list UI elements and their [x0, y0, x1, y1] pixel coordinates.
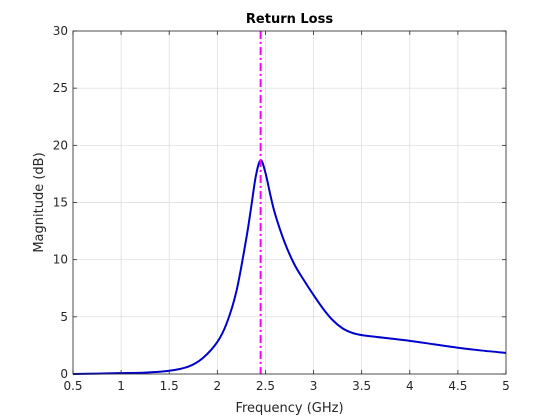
x-axis-ticks: 0.5 1 1.5 2 2.5 3 3.5 4 4.5 5: [63, 31, 510, 393]
return-loss-series-line: [72, 159, 507, 375]
x-tick-label: 3.5: [352, 379, 371, 393]
y-tick-label: 15: [53, 196, 68, 210]
y-axis-ticks: 0 5 10 15 20 25 30: [53, 24, 506, 381]
y-axis-label: Magnitude (dB): [32, 152, 47, 252]
y-tick-label: 5: [60, 310, 68, 324]
x-tick-label: 3: [310, 379, 318, 393]
x-tick-label: 2.5: [256, 379, 275, 393]
y-tick-label: 10: [53, 253, 68, 267]
x-tick-label: 0.5: [63, 379, 82, 393]
series-layer: [72, 159, 507, 375]
x-tick-label: 4.5: [448, 379, 467, 393]
chart-title: Return Loss: [246, 12, 333, 27]
y-tick-label: 20: [53, 138, 68, 152]
y-tick-label: 30: [53, 24, 68, 38]
x-tick-label: 5: [502, 379, 510, 393]
y-tick-label: 25: [53, 81, 68, 95]
y-tick-label: 0: [60, 367, 68, 381]
x-tick-label: 4: [406, 379, 414, 393]
x-tick-label: 2: [214, 379, 222, 393]
x-tick-label: 1: [117, 379, 125, 393]
x-axis-label: Frequency (GHz): [235, 401, 343, 416]
x-tick-label: 1.5: [160, 379, 179, 393]
